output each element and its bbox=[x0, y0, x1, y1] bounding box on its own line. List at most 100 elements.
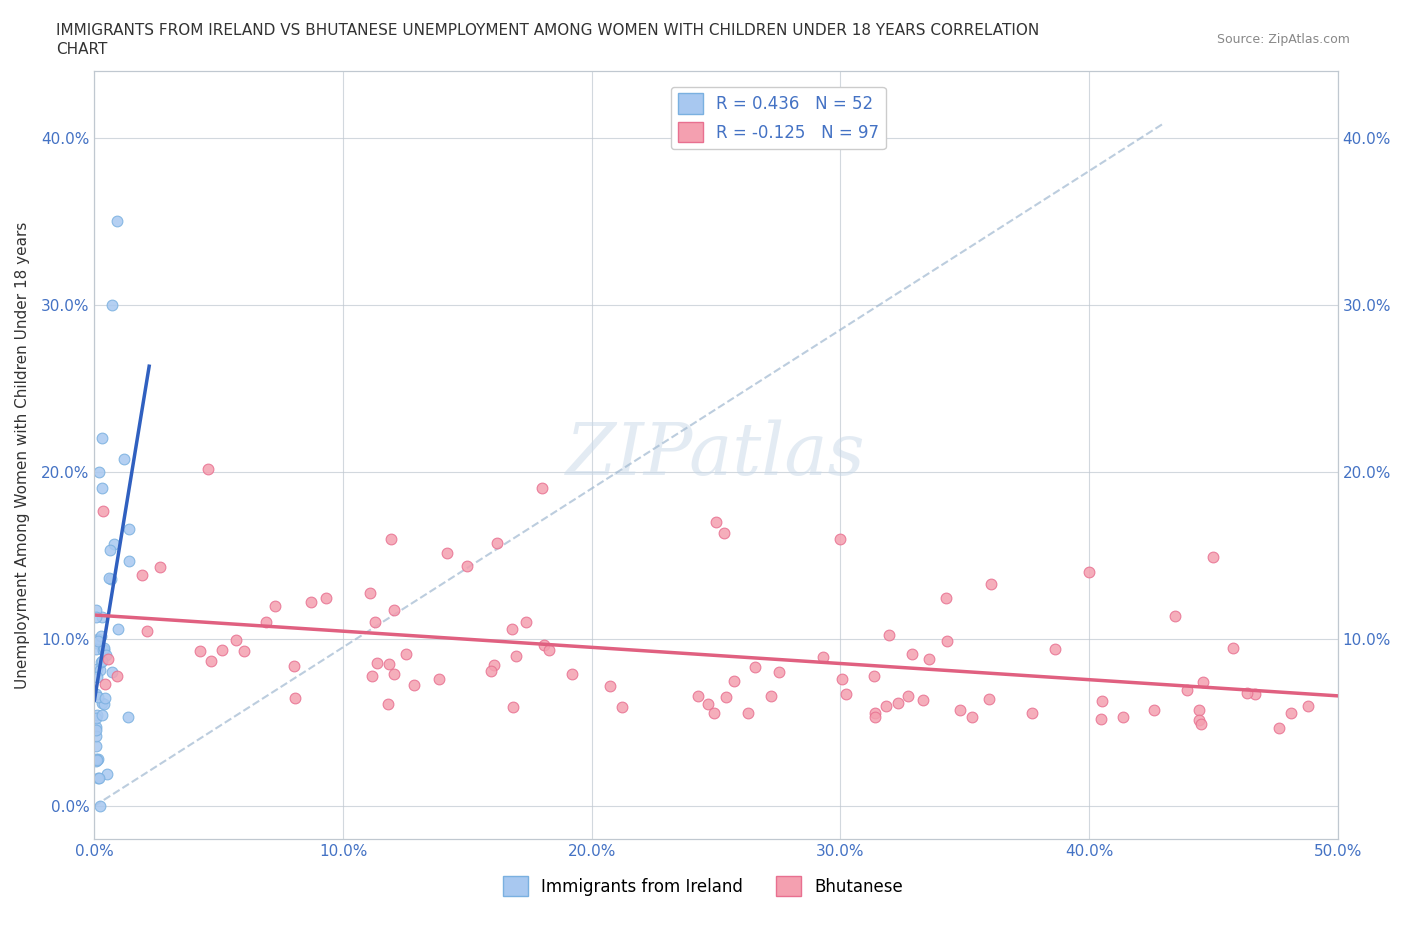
Point bbox=[879, 628, 901, 643]
Point bbox=[714, 689, 737, 704]
Point bbox=[537, 643, 560, 658]
Point bbox=[86, 642, 108, 657]
Point bbox=[935, 591, 957, 605]
Point bbox=[897, 688, 920, 703]
Point bbox=[359, 586, 381, 601]
Point bbox=[136, 624, 159, 639]
Point bbox=[93, 641, 115, 656]
Point bbox=[366, 656, 388, 671]
Point bbox=[713, 525, 735, 540]
Point bbox=[84, 719, 107, 734]
Point bbox=[1143, 703, 1166, 718]
Point bbox=[90, 481, 112, 496]
Point bbox=[94, 676, 117, 691]
Point bbox=[225, 633, 247, 648]
Point bbox=[131, 567, 153, 582]
Point bbox=[1279, 706, 1302, 721]
Point bbox=[87, 690, 110, 705]
Point bbox=[100, 572, 122, 587]
Point bbox=[93, 643, 115, 658]
Point bbox=[610, 699, 633, 714]
Point bbox=[112, 451, 135, 466]
Text: IMMIGRANTS FROM IRELAND VS BHUTANESE UNEMPLOYMENT AMONG WOMEN WITH CHILDREN UNDE: IMMIGRANTS FROM IRELAND VS BHUTANESE UNE… bbox=[56, 23, 1039, 38]
Point bbox=[200, 654, 222, 669]
Point bbox=[84, 723, 107, 737]
Point bbox=[960, 710, 983, 724]
Point bbox=[118, 553, 141, 568]
Text: Source: ZipAtlas.com: Source: ZipAtlas.com bbox=[1216, 33, 1350, 46]
Point bbox=[402, 678, 425, 693]
Point bbox=[599, 679, 621, 694]
Point bbox=[723, 673, 745, 688]
Point bbox=[502, 699, 524, 714]
Point bbox=[1112, 710, 1135, 724]
Text: ZIPatlas: ZIPatlas bbox=[567, 419, 866, 490]
Point bbox=[768, 665, 790, 680]
Point bbox=[98, 570, 121, 585]
Point bbox=[935, 633, 957, 648]
Point bbox=[211, 643, 233, 658]
Point bbox=[86, 602, 108, 617]
Point bbox=[87, 770, 110, 785]
Point bbox=[101, 298, 124, 312]
Point bbox=[97, 651, 120, 666]
Point bbox=[315, 591, 337, 605]
Legend: Immigrants from Ireland, Bhutanese: Immigrants from Ireland, Bhutanese bbox=[496, 870, 910, 903]
Point bbox=[378, 657, 401, 671]
Point bbox=[89, 799, 111, 814]
Legend: R = 0.436   N = 52, R = -0.125   N = 97: R = 0.436 N = 52, R = -0.125 N = 97 bbox=[671, 86, 886, 149]
Point bbox=[364, 615, 387, 630]
Point bbox=[90, 696, 112, 711]
Point bbox=[862, 669, 884, 684]
Point bbox=[901, 647, 924, 662]
Point bbox=[94, 690, 117, 705]
Point bbox=[977, 692, 1000, 707]
Point bbox=[427, 671, 450, 686]
Point bbox=[197, 462, 219, 477]
Point bbox=[149, 560, 172, 575]
Point bbox=[117, 710, 139, 724]
Point bbox=[284, 691, 307, 706]
Point bbox=[87, 634, 110, 649]
Point bbox=[93, 643, 115, 658]
Point bbox=[188, 644, 211, 658]
Point bbox=[395, 646, 418, 661]
Point bbox=[84, 739, 107, 754]
Point bbox=[90, 654, 112, 669]
Point bbox=[515, 615, 537, 630]
Point bbox=[479, 664, 502, 679]
Point bbox=[949, 702, 972, 717]
Text: CHART: CHART bbox=[56, 42, 108, 57]
Point bbox=[561, 667, 583, 682]
Point bbox=[1244, 686, 1267, 701]
Point bbox=[299, 594, 322, 609]
Point bbox=[1192, 675, 1215, 690]
Point bbox=[485, 536, 508, 551]
Point bbox=[918, 652, 941, 667]
Point bbox=[382, 667, 405, 682]
Point bbox=[233, 644, 256, 658]
Point bbox=[254, 614, 277, 629]
Point bbox=[482, 658, 505, 672]
Point bbox=[377, 697, 399, 711]
Point bbox=[1188, 703, 1211, 718]
Point bbox=[84, 728, 107, 743]
Point bbox=[875, 699, 897, 714]
Point bbox=[456, 559, 478, 574]
Point bbox=[505, 648, 527, 663]
Point bbox=[1091, 694, 1114, 709]
Point bbox=[863, 706, 886, 721]
Point bbox=[1268, 721, 1291, 736]
Point bbox=[86, 661, 108, 676]
Point bbox=[696, 697, 718, 711]
Point bbox=[688, 688, 710, 703]
Point bbox=[1188, 712, 1211, 727]
Point bbox=[980, 576, 1002, 591]
Point bbox=[863, 710, 886, 724]
Point bbox=[105, 214, 128, 229]
Point bbox=[744, 659, 766, 674]
Point bbox=[1201, 550, 1223, 565]
Point bbox=[759, 688, 782, 703]
Point bbox=[86, 753, 108, 768]
Point bbox=[361, 669, 384, 684]
